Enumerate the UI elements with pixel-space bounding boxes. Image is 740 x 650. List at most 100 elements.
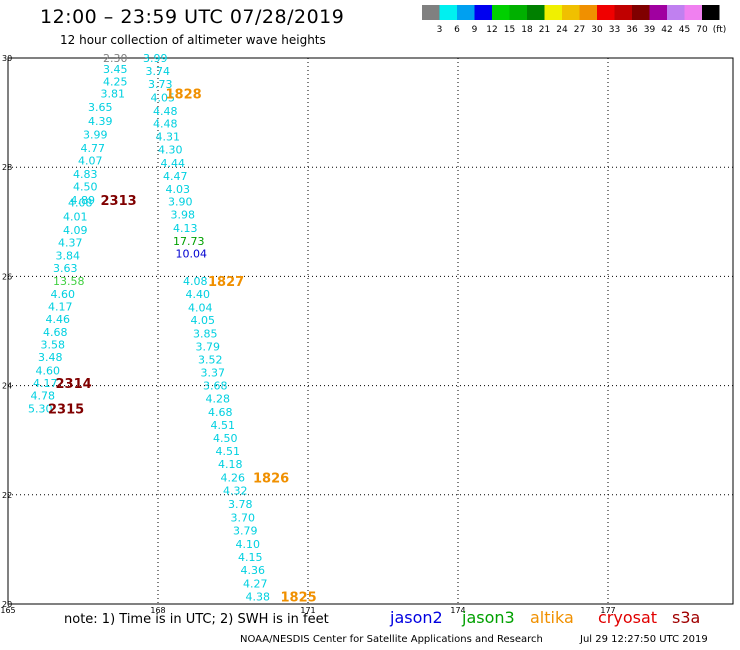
legend-swatch (562, 5, 580, 20)
swh-value: 4.46 (46, 313, 71, 326)
swh-value: 4.10 (236, 538, 261, 551)
swh-value: 4.83 (73, 168, 98, 181)
swh-value: 4.07 (78, 155, 103, 168)
swh-value: 3.37 (201, 366, 226, 379)
legend-swatch (597, 5, 615, 20)
legend-swatch (544, 5, 562, 20)
swh-value: 4.77 (81, 142, 106, 155)
y-tick-label: 30 (2, 54, 12, 63)
swh-value: 4.51 (211, 419, 236, 432)
swh-value: 5.30 (28, 403, 53, 416)
swh-value: 4.05 (151, 91, 176, 104)
swh-value: 4.51 (216, 445, 241, 458)
legend-swatch (579, 5, 597, 20)
swh-value: 3.79 (196, 340, 221, 353)
swh-value: 4.31 (156, 131, 181, 144)
swh-value: 4.03 (166, 183, 191, 196)
swh-value: 4.50 (213, 432, 238, 445)
sat-jason2: jason2 (390, 608, 443, 627)
x-tick-label: 168 (150, 606, 165, 615)
pass-time-label: 2314 (56, 377, 92, 392)
swh-value: 4.08 (183, 275, 208, 288)
legend-label: (ft) (713, 25, 727, 35)
legend-label: 42 (661, 25, 672, 35)
pass-time-label: 2315 (48, 403, 84, 418)
legend-label: 45 (679, 25, 690, 35)
swh-value: 4.48 (153, 118, 178, 131)
swh-value: 3.99 (143, 52, 168, 65)
swh-value: 4.40 (186, 288, 211, 301)
swh-value: 3.65 (88, 101, 113, 114)
swh-value: 4.48 (153, 105, 178, 118)
swh-value: 3.85 (193, 328, 218, 341)
swh-value: 3.73 (148, 78, 173, 91)
swh-value: 4.15 (238, 551, 263, 564)
sat-jason3: jason3 (462, 608, 515, 627)
legend-label: 21 (539, 25, 550, 35)
swh-value: 4.17 (33, 377, 58, 390)
swh-value: 4.36 (241, 564, 266, 577)
swh-value: 3.84 (56, 250, 81, 263)
y-tick-label: 20 (2, 600, 12, 609)
swh-value: 3.78 (228, 498, 253, 511)
swh-value: 3.81 (101, 87, 126, 100)
swh-value: 4.50 (73, 180, 98, 193)
legend-swatch (509, 5, 527, 20)
swh-value: 3.98 (171, 209, 196, 222)
legend-label: 6 (454, 25, 460, 35)
pass-time-label: 1825 (281, 590, 317, 605)
swh-value: 4.60 (51, 288, 76, 301)
pass-time-label: 1827 (208, 275, 244, 290)
swh-value: 4.27 (243, 577, 268, 590)
swh-value: 4.01 (63, 210, 88, 223)
legend-label: 27 (574, 25, 585, 35)
plot-frame (7, 57, 734, 605)
swh-value: 4.30 (158, 144, 183, 157)
swh-value: 4.68 (208, 406, 233, 419)
swh-value: 4.09 (63, 224, 88, 237)
swh-value: 4.44 (161, 157, 186, 170)
legend-label: 3 (437, 25, 443, 35)
swh-value: 13.58 (53, 275, 85, 288)
swh-value: 4.47 (163, 170, 188, 183)
sat-altika: altika (530, 608, 574, 627)
swh-value: 3.58 (41, 339, 66, 352)
swh-value: 4.60 (36, 364, 61, 377)
credit-timestamp: Jul 29 12:27:50 UTC 2019 (580, 634, 708, 645)
sat-s3a: s3a (672, 608, 701, 627)
swh-value: 4.18 (218, 458, 243, 471)
swh-value: 10.04 (176, 247, 208, 260)
legend-label: 15 (504, 25, 515, 35)
x-tick-label: 177 (600, 606, 615, 615)
swh-value: 3.48 (38, 351, 63, 364)
pass-time-label: 2313 (101, 194, 137, 209)
legend-swatch (474, 5, 492, 20)
swh-value: 4.38 (246, 590, 271, 603)
swh-value: 4.89 (71, 194, 96, 207)
legend-swatch (667, 5, 685, 20)
swh-value: 4.37 (58, 237, 83, 250)
legend-label: 24 (556, 25, 568, 35)
swh-value: 3.63 (53, 262, 78, 275)
y-tick-label: 24 (2, 382, 12, 391)
chart-subtitle: 12 hour collection of altimeter wave hei… (60, 33, 326, 47)
swh-value: 3.45 (103, 63, 128, 76)
y-tick-label: 26 (2, 272, 12, 281)
pass-time-label: 1826 (253, 471, 289, 486)
swh-value: 4.26 (221, 471, 246, 484)
swh-value: 3.70 (231, 512, 256, 525)
legend-swatch (702, 5, 720, 20)
legend-label: 70 (696, 25, 708, 35)
swh-value: 4.04 (188, 302, 213, 315)
x-tick-label: 165 (0, 606, 15, 615)
legend-swatch (632, 5, 650, 20)
credit-line: NOAA/NESDIS Center for Satellite Applica… (240, 634, 543, 645)
legend-swatch (527, 5, 545, 20)
x-tick-label: 174 (450, 606, 465, 615)
legend-label: 9 (472, 25, 478, 35)
legend-swatch (439, 5, 457, 20)
sat-cryosat: cryosat (598, 608, 658, 627)
swh-value: 4.05 (191, 314, 216, 327)
legend-swatch (422, 5, 440, 20)
